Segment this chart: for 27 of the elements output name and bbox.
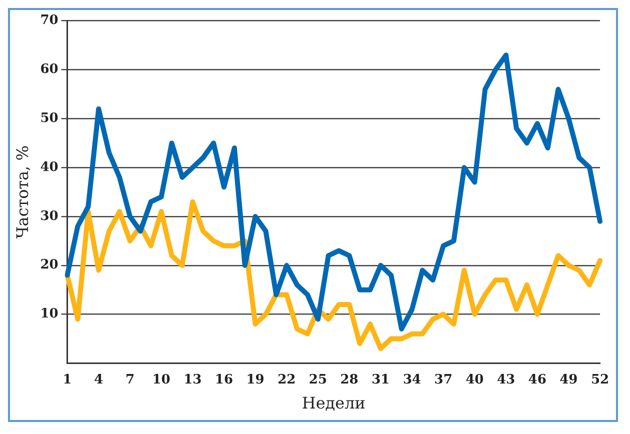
y-tick-label: 70 (40, 13, 58, 28)
x-tick-label: 13 (184, 372, 202, 388)
y-tick-label: 60 (40, 62, 58, 78)
x-tick-label: 28 (340, 372, 358, 388)
y-axis-title: Частота, % (12, 145, 32, 239)
x-tick-label: 22 (278, 372, 296, 388)
y-tick-label: 50 (40, 111, 58, 126)
x-tick-label: 43 (496, 372, 516, 388)
y-tick-label: 30 (40, 208, 58, 224)
x-tick-label: 10 (152, 372, 170, 388)
x-tick-label: 4 (94, 372, 104, 388)
x-tick-label: 34 (402, 372, 422, 388)
x-tick-label: 25 (308, 372, 328, 388)
x-tick-label: 7 (125, 372, 134, 388)
y-tick-label: 20 (40, 258, 58, 273)
x-tick-label: 46 (528, 372, 546, 388)
x-tick-label: 1 (62, 372, 72, 388)
x-tick-label: 37 (434, 372, 452, 388)
x-axis-title: Недели (302, 394, 366, 413)
y-tick-label: 40 (40, 160, 58, 175)
x-tick-label: 16 (214, 372, 234, 388)
x-tick-label: 19 (246, 372, 264, 388)
x-tick-label: 52 (590, 372, 610, 388)
x-tick-label: 49 (560, 372, 578, 388)
x-tick-label: 40 (466, 372, 484, 388)
x-tick-label: 31 (372, 372, 390, 388)
y-tick-label: 10 (40, 306, 58, 322)
